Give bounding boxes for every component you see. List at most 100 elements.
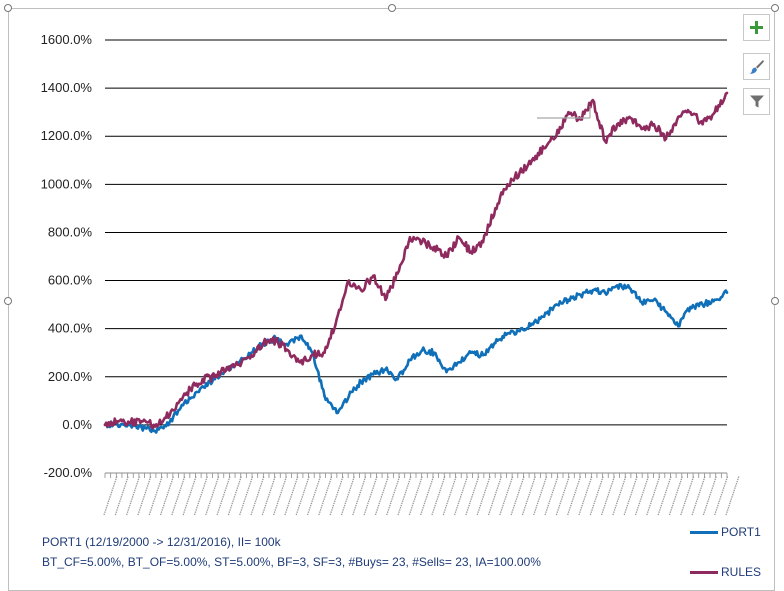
x-tick-label-illegible [126,475,141,516]
data-point-port1 [579,293,582,297]
data-point-port1 [189,397,192,400]
x-axis [103,473,740,516]
data-point-port1 [676,324,680,328]
data-point-rules [628,115,631,119]
data-point-port1 [250,351,253,355]
resize-handle-top-left[interactable] [4,4,12,12]
data-point-rules [591,98,595,102]
data-point-rules [542,146,546,150]
data-point-rules [432,245,436,249]
data-point-port1 [298,334,302,338]
x-tick-label-illegible [137,475,152,516]
data-point-port1 [372,373,375,376]
x-tick-label-illegible [205,475,220,516]
data-point-port1 [628,286,631,290]
data-point-rules [176,401,180,405]
chart-filters-button[interactable] [743,88,770,115]
x-tick-label-illegible [555,475,570,516]
data-point-rules [201,377,204,381]
data-point-port1 [396,377,400,381]
data-point-port1 [725,291,729,294]
data-point-rules [335,317,339,321]
data-point-port1 [664,310,668,314]
x-tick-label-illegible [159,475,175,516]
brush-icon [749,60,764,74]
data-point-port1 [615,284,619,287]
data-point-rules [189,387,192,391]
data-point-port1 [652,298,656,302]
legend-item-port1[interactable]: PORT1 [690,525,761,539]
series-line-port1[interactable] [103,282,729,434]
y-tick-label: 200.0% [48,369,93,384]
data-point-rules [518,171,521,174]
x-tick-label-illegible [623,475,638,516]
x-tick-label-illegible [363,475,378,516]
x-tick-label-illegible [216,475,231,516]
x-tick-label-illegible [578,475,593,516]
x-tick-label-illegible [273,475,288,516]
legend-label-port1: PORT1 [721,525,761,539]
data-point-rules [554,134,558,138]
data-point-rules [408,235,412,239]
data-point-port1 [359,380,363,383]
data-point-rules [469,250,473,253]
data-point-port1 [469,351,473,355]
x-tick-label-illegible [250,475,265,516]
data-point-port1 [493,341,497,345]
legend-item-rules[interactable]: RULES [690,565,761,579]
data-point-rules [664,137,668,140]
data-point-port1 [567,298,570,302]
data-point-rules [286,349,290,352]
data-point-rules [481,240,485,244]
x-tick-label-illegible [318,475,333,516]
x-tick-label-illegible [600,475,616,516]
y-tick-label: 800.0% [48,224,93,239]
x-tick-label-illegible [668,475,684,516]
data-point-port1 [213,377,217,381]
x-tick-label-illegible [476,475,491,516]
x-tick-label-illegible [431,475,446,516]
data-point-rules [713,110,717,114]
data-point-rules [274,339,278,342]
resize-handle-top-right[interactable] [771,4,779,12]
y-tick-label: 1400.0% [41,80,93,95]
data-point-port1 [335,411,339,415]
data-point-rules [140,419,143,423]
x-tick-label-illegible [465,475,480,516]
x-tick-label-illegible [193,475,209,516]
data-point-rules [457,235,460,239]
resize-handle-left[interactable] [4,297,12,305]
series-line-rules[interactable] [103,91,728,430]
add-chart-element-button[interactable] [743,14,770,41]
x-tick-label-illegible [567,475,582,516]
data-point-rules [640,127,643,131]
chart-styles-button[interactable] [743,53,770,80]
data-point-port1 [518,329,521,333]
x-tick-label-illegible [420,475,435,516]
data-point-rules [396,272,400,275]
y-tick-label: 400.0% [48,321,93,336]
filter-icon [749,95,764,108]
data-point-rules [603,139,607,143]
resize-handle-top[interactable] [388,4,396,12]
x-tick-label-illegible [544,475,559,516]
data-point-rules [359,288,363,292]
data-point-port1 [689,305,692,309]
backtest-summary-line1: PORT1 (12/19/2000 -> 12/31/2016), II= 10… [42,535,281,549]
data-point-rules [725,91,729,95]
data-point-port1 [457,361,460,364]
data-point-rules [701,122,704,126]
resize-handle-right[interactable] [771,297,779,305]
data-point-rules [384,298,387,302]
data-point-rules [445,255,448,258]
x-tick-label-illegible [352,475,367,516]
y-tick-label: 1200.0% [41,128,93,143]
x-tick-label-illegible [114,475,129,516]
data-point-port1 [420,349,424,352]
x-tick-label-illegible [634,475,650,516]
data-point-rules [676,115,680,119]
data-point-rules [567,110,570,114]
data-point-rules [237,363,241,367]
data-point-port1 [286,344,290,347]
data-point-port1 [506,332,509,335]
